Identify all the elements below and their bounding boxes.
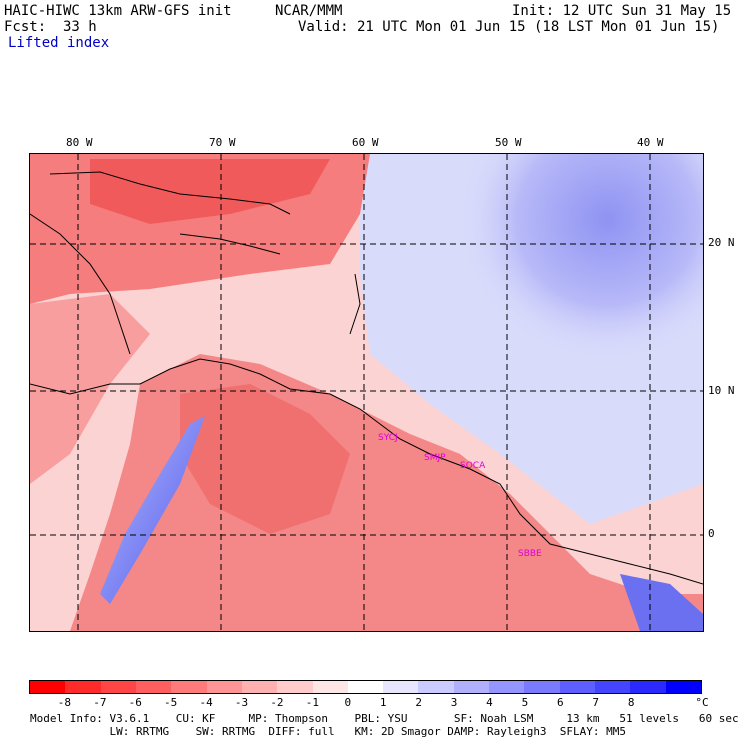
station-sbbe: SBBE xyxy=(518,549,542,559)
colorbar-swatch xyxy=(559,681,595,693)
colorbar-tick-label: -3 xyxy=(234,696,249,709)
colorbar-swatch xyxy=(630,681,666,693)
colorbar-swatch xyxy=(241,681,278,693)
andes-region xyxy=(100,416,205,604)
lesser-antilles-coastline xyxy=(349,273,361,335)
colorbar-tick-label: 3 xyxy=(450,696,458,709)
colorbar-tick-label: -8 xyxy=(57,696,72,709)
colorbar-tick-label: 0 xyxy=(344,696,352,709)
colorbar-swatch xyxy=(524,681,560,693)
colorbar-swatch xyxy=(383,681,419,693)
colorbar-unit: °C xyxy=(695,696,709,709)
colorbar-swatch xyxy=(312,681,348,693)
map-canvas xyxy=(30,154,703,631)
colorbar-tick-label: -7 xyxy=(93,696,107,709)
lon-label-40w: 40 W xyxy=(637,136,664,149)
colorbar-tick-label: 5 xyxy=(521,696,529,709)
station-smjp: SMJP xyxy=(424,453,446,463)
station-soca: SOCA xyxy=(460,461,486,471)
colorbar-tick-label: -6 xyxy=(128,696,142,709)
colorbar-tick-label: -4 xyxy=(199,696,213,709)
coastlines xyxy=(30,171,703,585)
lifted-index-map: SYCJ SMJP SOCA SBBE xyxy=(29,153,704,632)
lon-label-70w: 70 W xyxy=(209,136,236,149)
colorbar-swatch xyxy=(453,681,490,693)
lat-label-10n: 10 N xyxy=(708,384,735,397)
colorbar-swatch xyxy=(489,681,525,693)
colorbar-swatch xyxy=(206,681,242,693)
lon-label-80w: 80 W xyxy=(66,136,93,149)
south-america-coastline xyxy=(30,358,703,585)
field-name: Lifted index xyxy=(8,35,110,51)
inland-core-region xyxy=(180,384,350,534)
lon-label-60w: 60 W xyxy=(352,136,379,149)
lon-label-50w: 50 W xyxy=(495,136,522,149)
colorbar-swatch xyxy=(30,681,66,693)
lat-lon-grid xyxy=(30,154,703,631)
caribbean-core-region xyxy=(90,159,330,224)
init-time: Init: 12 UTC Sun 31 May 15 xyxy=(512,3,732,19)
cuba-coastline xyxy=(49,171,291,215)
colorbar-tick-label: 2 xyxy=(415,696,422,709)
colorbar-tick-label: 8 xyxy=(627,696,635,709)
colorbar xyxy=(29,680,702,694)
colorbar-swatch xyxy=(418,681,454,693)
colorbar-tick-label: -5 xyxy=(164,696,178,709)
model-info-line2: LW: RRTMG SW: RRTMG DIFF: full KM: 2D Sm… xyxy=(30,725,627,738)
southeast-ocean-region xyxy=(620,574,703,631)
model-title: HAIC-HIWC 13km ARW-GFS init xyxy=(4,3,232,19)
lat-label-0: 0 xyxy=(708,527,715,540)
valid-time: Valid: 21 UTC Mon 01 Jun 15 (18 LST Mon … xyxy=(298,19,720,35)
colorbar-tick-label: 1 xyxy=(379,696,387,709)
colorbar-tick-label: 6 xyxy=(557,696,564,709)
station-sycj: SYCJ xyxy=(378,433,398,443)
colorbar-swatch xyxy=(100,681,136,693)
lat-label-20n: 20 N xyxy=(708,236,735,249)
org-label: NCAR/MMM xyxy=(275,3,343,19)
colorbar-tick-label: -2 xyxy=(270,696,284,709)
colorbar-swatch xyxy=(595,681,631,693)
colorbar-tick-label: 7 xyxy=(592,696,600,709)
colorbar-tick-label: -1 xyxy=(305,696,319,709)
stable-airmass-region xyxy=(430,154,703,414)
colorbar-swatch xyxy=(65,681,101,693)
model-info-line1: Model Info: V3.6.1 CU: KF MP: Thompson P… xyxy=(30,712,739,725)
colorbar-swatch xyxy=(171,681,207,693)
forecast-hour: 33 h xyxy=(63,19,97,35)
central-america-coastline xyxy=(30,213,131,355)
colorbar-swatch xyxy=(135,681,172,693)
colorbar-tick-label: 4 xyxy=(486,696,493,709)
hispaniola-coastline xyxy=(179,233,281,255)
forecast-label: Fcst: xyxy=(4,19,47,35)
colorbar-swatch xyxy=(665,681,701,693)
colorbar-swatch xyxy=(347,681,384,693)
colorbar-swatch xyxy=(277,681,313,693)
